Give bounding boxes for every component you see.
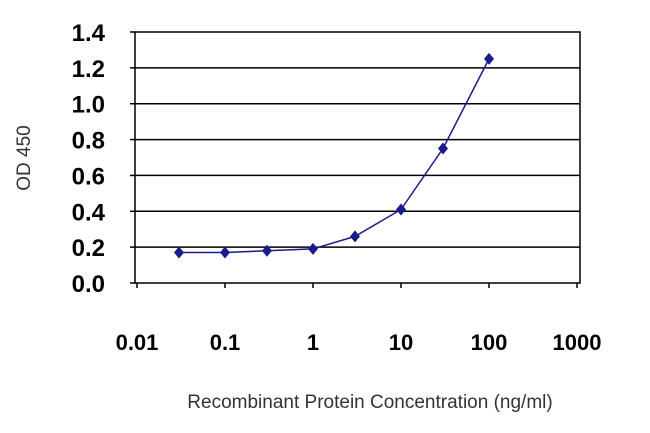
data-point [396,203,406,216]
y-tick-label: 1.2 [72,56,105,83]
y-tick-label: 1.0 [72,92,105,119]
data-series [173,52,494,259]
y-tick-label: 0.4 [72,199,106,226]
plot-frame [134,31,581,284]
data-point [173,246,184,259]
data-point [349,230,360,243]
y-axis-label: OD 450 [14,125,35,190]
x-tick-label: 1 [307,330,319,355]
data-point [261,244,272,257]
x-tick-label: 0.1 [210,330,241,355]
series-line [178,58,490,254]
x-axis-label: Recombinant Protein Concentration (ng/ml… [187,392,552,413]
x-tick-label: 10 [389,330,413,355]
x-tick-label: 1000 [553,330,602,355]
x-tick-label: 100 [471,330,508,355]
data-point [220,246,230,259]
gridlines [135,67,580,248]
y-tick-label: 0.6 [72,163,105,190]
y-axis-ticks: 0.0 0.2 0.4 0.6 0.8 1.0 1.2 1.4 [72,20,135,298]
y-tick-label: 0.8 [72,128,105,155]
data-point [308,242,318,255]
x-tick-label: 0.01 [116,330,159,355]
x-axis-ticks: 0.01 0.1 1 10 100 1000 [116,283,602,355]
data-point [484,52,494,65]
y-tick-label: 1.4 [72,20,106,47]
y-tick-label: 0.2 [72,235,105,262]
y-tick-label: 0.0 [72,271,105,298]
data-point [437,142,448,155]
